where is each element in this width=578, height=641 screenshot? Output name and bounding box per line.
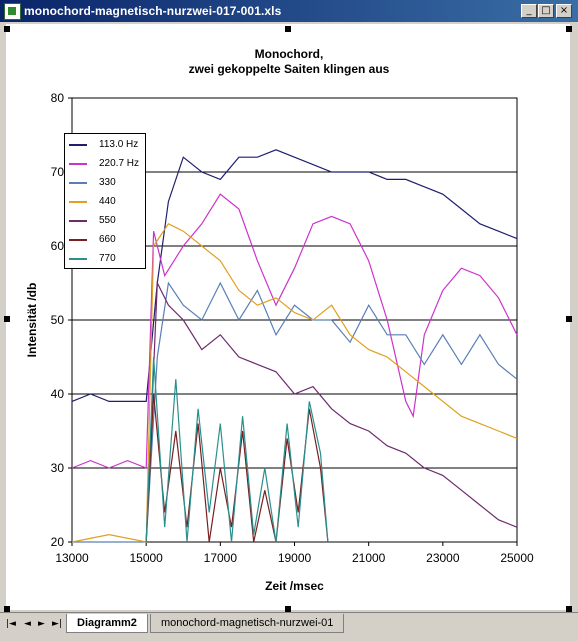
chart-svg: 20 30 40 50 60 70 80 13000 15000 17000 19000 21000 2… bbox=[25, 91, 534, 593]
y-tick-label: 70 bbox=[51, 165, 65, 179]
legend-swatch bbox=[69, 201, 87, 203]
series-line bbox=[145, 356, 329, 543]
legend-label: 550 bbox=[99, 215, 116, 226]
y-tick-label: 40 bbox=[51, 387, 65, 401]
legend-swatch bbox=[69, 144, 87, 146]
resize-handle-bottom-left[interactable] bbox=[4, 606, 10, 612]
resize-handle-top-right[interactable] bbox=[566, 26, 572, 32]
window-title: monochord-magnetisch-nurzwei-017-001.xls bbox=[24, 4, 282, 18]
y-tick-label: 50 bbox=[51, 313, 65, 327]
x-tick-label: 23000 bbox=[426, 551, 460, 565]
resize-handle-left[interactable] bbox=[4, 316, 10, 322]
legend-label: 770 bbox=[99, 253, 116, 264]
y-tick-label: 30 bbox=[51, 461, 65, 475]
series-line bbox=[71, 149, 518, 402]
y-axis-label: Intensität /db bbox=[25, 283, 39, 358]
chart-legend[interactable]: 113.0 Hz 220.7 Hz 330 440 550 660 770 bbox=[64, 133, 146, 269]
legend-swatch bbox=[69, 163, 87, 165]
y-tick-label: 80 bbox=[51, 91, 65, 105]
excel-icon bbox=[4, 3, 21, 20]
legend-label: 660 bbox=[99, 234, 116, 245]
x-tick-label: 13000 bbox=[55, 551, 89, 565]
legend-label: 220.7 Hz bbox=[99, 158, 140, 169]
resize-handle-bottom-right[interactable] bbox=[566, 606, 572, 612]
series-line bbox=[71, 193, 518, 469]
y-tick-label: 60 bbox=[51, 239, 65, 253]
legend-swatch bbox=[69, 220, 87, 222]
minimize-button[interactable]: _ bbox=[521, 4, 537, 18]
title-bar: monochord-magnetisch-nurzwei-017-001.xls… bbox=[0, 0, 578, 22]
first-sheet-button[interactable]: |◄ bbox=[6, 619, 16, 629]
last-sheet-button[interactable]: ►| bbox=[52, 619, 62, 629]
x-tick-label: 25000 bbox=[500, 551, 534, 565]
legend-label: 113.0 Hz bbox=[99, 139, 139, 150]
chart-title: Monochord, bbox=[254, 47, 324, 61]
legend-swatch bbox=[69, 258, 87, 260]
prev-sheet-button[interactable]: ◄ bbox=[24, 619, 31, 629]
resize-handle-bottom[interactable] bbox=[285, 606, 291, 612]
x-axis-label: Zeit /msec bbox=[265, 579, 324, 593]
next-sheet-button[interactable]: ► bbox=[38, 619, 45, 629]
resize-handle-top-left[interactable] bbox=[4, 26, 10, 32]
chart-subtitle: zwei gekoppelte Saiten klingen aus bbox=[188, 62, 390, 76]
series-line bbox=[145, 280, 518, 543]
x-tick-label: 17000 bbox=[204, 551, 238, 565]
tab-monochord-sheet[interactable]: monochord-magnetisch-nurzwei-01 bbox=[150, 614, 345, 633]
series-line bbox=[71, 223, 518, 543]
legend-swatch bbox=[69, 239, 87, 241]
close-button[interactable]: × bbox=[556, 4, 572, 18]
maximize-button[interactable]: □ bbox=[538, 4, 554, 18]
legend-label: 440 bbox=[99, 196, 116, 207]
resize-handle-right[interactable] bbox=[566, 316, 572, 322]
x-tick-label: 19000 bbox=[278, 551, 312, 565]
tab-diagramm2[interactable]: Diagramm2 bbox=[66, 614, 148, 633]
x-tick-label: 21000 bbox=[352, 551, 386, 565]
sheet-tab-bar: |◄ ◄ ► ►| Diagramm2 monochord-magnetisch… bbox=[0, 612, 578, 641]
legend-label: 330 bbox=[99, 177, 116, 188]
x-tick-label: 15000 bbox=[129, 551, 163, 565]
legend-swatch bbox=[69, 182, 87, 184]
resize-handle-top[interactable] bbox=[285, 26, 291, 32]
y-tick-label: 20 bbox=[51, 535, 65, 549]
